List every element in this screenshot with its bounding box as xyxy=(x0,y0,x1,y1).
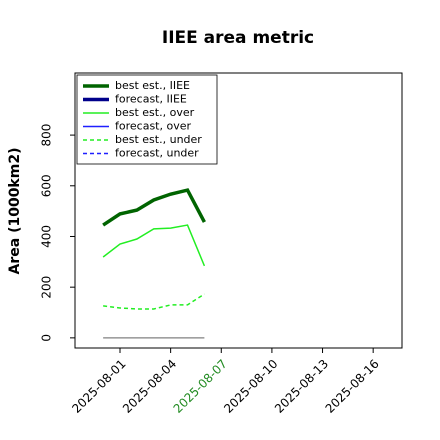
y-axis-label: Area (1000km2) xyxy=(7,148,23,275)
series-line xyxy=(102,188,206,227)
y-tick-label: 600 xyxy=(40,174,54,197)
x-tick-label: 2025-08-16 xyxy=(323,357,382,416)
legend-label: forecast, over xyxy=(115,120,191,133)
legend-box xyxy=(76,74,218,165)
series-line xyxy=(103,293,205,310)
series-line xyxy=(102,224,206,267)
y-tick-label: 800 xyxy=(40,124,54,147)
plot-area xyxy=(74,72,403,349)
y-tick-label: 200 xyxy=(40,276,54,299)
legend-label: forecast, IIEE xyxy=(115,93,187,106)
y-tick-label: 400 xyxy=(40,225,54,248)
legend-label: best est., IIEE xyxy=(115,79,190,92)
legend-label: best est., under xyxy=(115,133,202,146)
legend-label: forecast, under xyxy=(115,147,199,160)
chart-title: IIEE area metric xyxy=(162,28,314,48)
y-tick-label: 0 xyxy=(40,334,54,342)
legend-label: best est., over xyxy=(115,106,195,119)
